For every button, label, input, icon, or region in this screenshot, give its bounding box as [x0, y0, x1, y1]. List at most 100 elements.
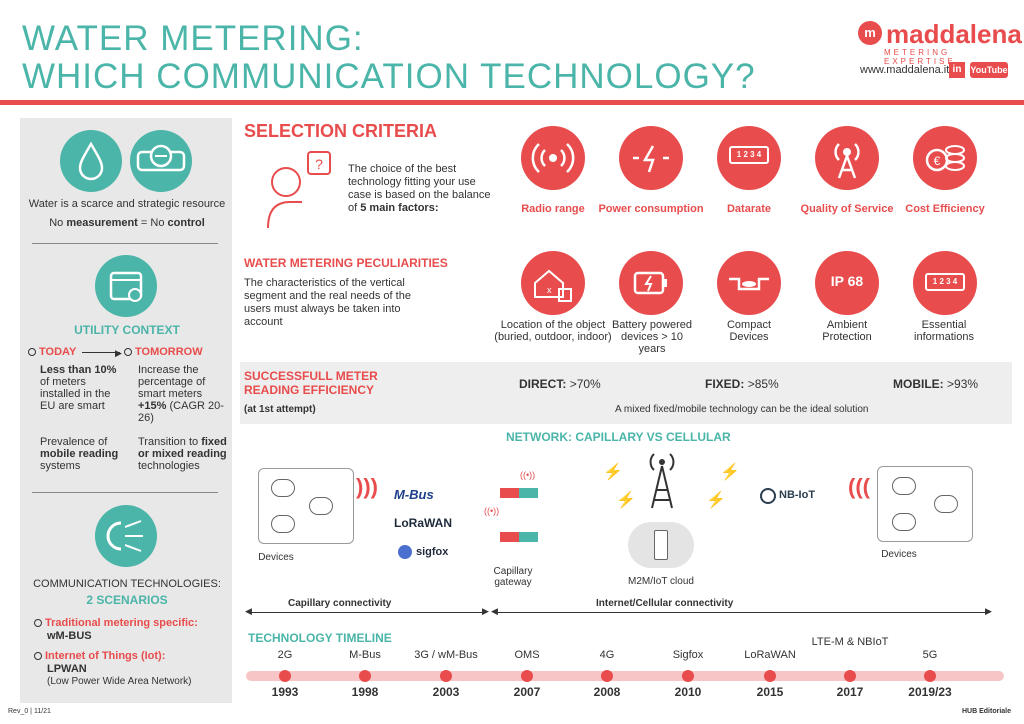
bullet-icon: [124, 348, 132, 357]
sidebar: [20, 118, 232, 703]
svg-text:€: €: [934, 154, 941, 168]
timeline-tech: Sigfox: [672, 649, 704, 661]
mbus-logo: M-Bus: [394, 487, 434, 502]
sidebar-divider-1: [32, 243, 218, 244]
youtube-icon[interactable]: YouTube: [970, 62, 1008, 78]
timeline-dot: [521, 670, 533, 682]
gateway-antenna-icon: ((•)): [520, 470, 536, 480]
signal-waves-icon: ))): [356, 474, 378, 499]
pec-location: Location of the object (buried, outdoor,…: [494, 319, 612, 343]
nbiot-icon: [760, 488, 776, 504]
timeline-year: 2003: [432, 685, 460, 699]
timeline-dot: [279, 670, 291, 682]
factor-radio-range: Radio range: [521, 203, 585, 215]
cloud-icon: [628, 522, 694, 568]
power-consumption-icon: [619, 126, 683, 190]
measurement-text: No measurement = No control: [49, 217, 205, 229]
devices-left-label: Devices: [258, 552, 294, 563]
timeline-year: 2007: [513, 685, 541, 699]
timeline-dot: [844, 670, 856, 682]
factor-cost-efficiency: Cost Efficiency: [905, 203, 985, 215]
arrow-left-icon: ◀: [491, 606, 498, 616]
sigfox-logo: sigfox: [416, 546, 449, 558]
linkedin-icon[interactable]: in: [949, 62, 965, 78]
timeline-dot: [601, 670, 613, 682]
water-drop-icon: [60, 130, 122, 192]
title-line-1: WATER METERING:: [22, 19, 364, 58]
factor-quality-of-service: Quality of Service: [800, 203, 894, 215]
location-icon: x: [521, 251, 585, 315]
arrow-left-icon: ◀: [245, 606, 252, 616]
quality-of-service-icon: [815, 126, 879, 190]
traditional-value: wM-BUS: [47, 630, 92, 642]
gateway-label: Capillary gateway: [493, 566, 533, 588]
arrow-right-icon: ▶: [985, 606, 992, 616]
timeline-dot: [924, 670, 936, 682]
timeline-tech: 5G: [922, 649, 938, 661]
capillary-arrow: [250, 612, 486, 613]
footer-hub: HUB Editoriale: [962, 708, 1012, 715]
tomorrow-label: TOMORROW: [124, 346, 203, 358]
sigfox-icon: [398, 545, 412, 559]
cellular-conn-label: Internet/Cellular connectivity: [596, 598, 734, 609]
pec-ambient: Ambient Protection: [822, 319, 872, 343]
network-heading: NETWORK: CAPILLARY VS CELLULAR: [506, 430, 731, 444]
timeline-dot: [682, 670, 694, 682]
essential-info-glyph: 1 2 3 4: [925, 273, 965, 291]
efficiency-band: [240, 362, 1012, 424]
arrow-right-icon: ▶: [115, 348, 122, 358]
efficiency-fixed: FIXED: >85%: [705, 377, 779, 391]
tomorrow-point-2: Transition to fixed or mixed reading tec…: [138, 436, 227, 472]
efficiency-mobile: MOBILE: >93%: [893, 377, 979, 391]
radio-range-icon: [521, 126, 585, 190]
timeline-year: 2010: [674, 685, 702, 699]
lightning-icon: ⚡: [616, 492, 636, 509]
pec-essential: Essential informations: [914, 319, 974, 343]
bullet-icon: [28, 348, 36, 357]
bullet-icon: [34, 619, 42, 628]
arrow-right-icon: ▶: [482, 606, 489, 616]
factor-datarate: Datarate: [726, 203, 772, 215]
timeline-tech: LoRaWAN: [744, 649, 796, 661]
footer-rev: Rev_0 | 11/21: [8, 708, 51, 715]
timeline-tech: LTE-M & NBIoT: [811, 636, 889, 648]
bullet-icon: [34, 652, 42, 661]
ip68-icon: IP 68: [815, 251, 879, 315]
scenarios-heading: 2 SCENARIOS: [86, 593, 168, 607]
compact-device-icon: [717, 251, 781, 315]
cost-efficiency-icon: €: [913, 126, 977, 190]
lorawan-logo: LoRaWAN: [394, 516, 452, 530]
pec-battery: Battery powered devices > 10 years: [611, 319, 693, 355]
title-line-2: WHICH COMMUNICATION TECHNOLOGY?: [22, 57, 756, 96]
lightning-icon: ⚡: [720, 464, 740, 481]
efficiency-sub: (at 1st attempt): [244, 404, 316, 415]
meter-icon: [309, 497, 333, 515]
essential-info-icon: 1 2 3 4: [913, 251, 977, 315]
svg-text:x: x: [547, 285, 552, 295]
sidebar-divider-2: [32, 492, 218, 493]
arrow-line: [82, 352, 120, 353]
timeline-tech: 3G / wM-Bus: [414, 649, 478, 661]
brand-tagline: METERING EXPERTISE: [884, 48, 956, 66]
signal-waves-icon: (((: [848, 474, 870, 499]
today-label: TODAY: [28, 346, 76, 358]
header-divider: [0, 100, 1024, 105]
utility-context-heading: UTILITY CONTEXT: [74, 323, 180, 337]
tomorrow-point-1: Increase the percentage of smart meters …: [138, 364, 224, 424]
timeline-year: 1998: [351, 685, 379, 699]
iot-note: (Low Power Wide Area Network): [47, 676, 192, 687]
timeline-tech: 2G: [277, 649, 293, 661]
selection-intro: The choice of the best technology fittin…: [348, 163, 491, 214]
devices-left-box: [258, 468, 354, 544]
ip68-glyph: IP 68: [830, 273, 864, 289]
meter-icon: [271, 515, 295, 533]
meter-icon: [934, 495, 958, 513]
thinking-person-icon: ?: [256, 150, 336, 230]
devices-right-box: [877, 466, 973, 542]
timeline-heading: TECHNOLOGY TIMELINE: [248, 631, 392, 645]
calendar-icon: [95, 255, 157, 317]
cell-tower-icon: [640, 450, 684, 510]
website-link[interactable]: www.maddalena.it: [860, 64, 950, 76]
peculiarities-heading: WATER METERING PECULIARITIES: [244, 256, 448, 270]
timeline-year: 2019/23: [908, 685, 952, 699]
